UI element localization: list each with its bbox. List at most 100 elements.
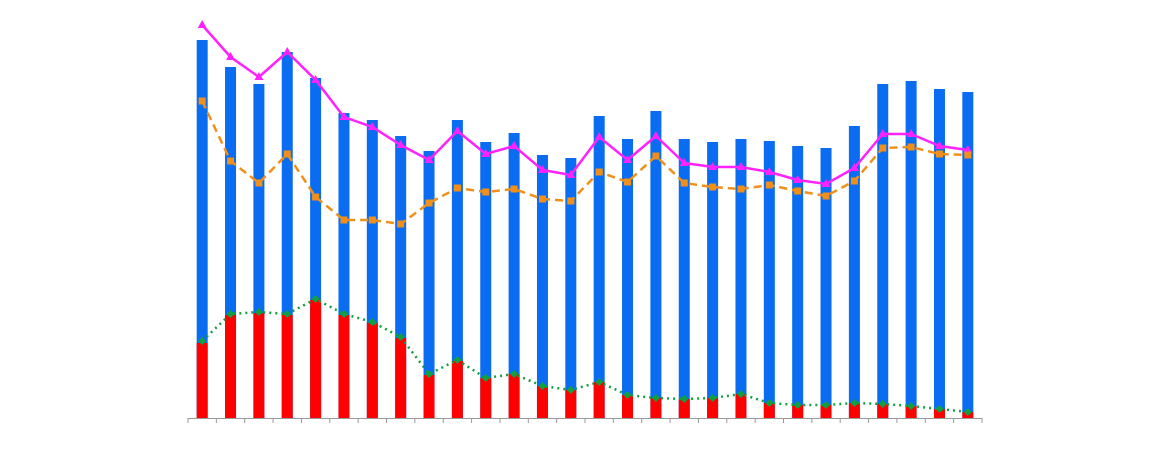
- bar: [338, 113, 350, 418]
- bar: [650, 398, 662, 418]
- marker: [367, 122, 377, 130]
- bar: [310, 78, 322, 418]
- marker: [764, 167, 774, 175]
- bar: [480, 142, 492, 418]
- marker: [567, 197, 575, 205]
- marker: [340, 216, 348, 224]
- marker: [879, 144, 887, 152]
- marker: [255, 179, 263, 187]
- bar: [905, 81, 917, 418]
- marker: [736, 162, 746, 170]
- marker: [849, 163, 859, 171]
- marker: [822, 192, 830, 200]
- bar: [622, 395, 634, 418]
- bar: [423, 375, 435, 418]
- marker: [282, 47, 292, 55]
- marker: [198, 337, 207, 345]
- bar: [707, 398, 719, 418]
- marker: [595, 168, 603, 176]
- marker: [850, 177, 858, 185]
- bar: [735, 139, 747, 418]
- bar: [763, 141, 775, 418]
- marker: [963, 145, 973, 153]
- marker: [453, 184, 461, 192]
- marker: [482, 188, 490, 196]
- bar: [877, 404, 889, 418]
- marker: [509, 141, 519, 149]
- bar: [820, 405, 832, 418]
- marker: [963, 408, 972, 416]
- marker: [793, 401, 802, 409]
- marker: [226, 52, 236, 60]
- bar: [253, 84, 265, 418]
- marker: [283, 310, 292, 318]
- marker: [794, 187, 802, 195]
- marker: [453, 356, 462, 364]
- marker: [737, 185, 745, 193]
- marker: [680, 179, 688, 187]
- marker: [850, 399, 859, 407]
- marker: [651, 394, 660, 402]
- marker: [679, 158, 689, 166]
- bar: [536, 155, 548, 418]
- bar: [848, 403, 860, 418]
- bar: [962, 92, 974, 418]
- bar: [707, 142, 719, 418]
- marker: [481, 374, 490, 382]
- marker: [708, 394, 717, 402]
- marker: [538, 195, 546, 203]
- bar: [622, 139, 634, 418]
- marker: [566, 170, 576, 178]
- marker: [623, 155, 633, 163]
- bar: [820, 148, 832, 418]
- bar: [423, 151, 435, 418]
- marker: [964, 151, 972, 159]
- marker: [312, 193, 320, 201]
- marker: [736, 390, 745, 398]
- bar: [366, 120, 378, 418]
- marker: [425, 199, 433, 207]
- bar: [905, 406, 917, 418]
- marker: [624, 178, 632, 186]
- marker: [397, 220, 405, 228]
- marker: [283, 150, 291, 158]
- marker: [396, 140, 406, 148]
- marker: [226, 310, 235, 318]
- marker: [595, 378, 604, 386]
- bar: [933, 409, 945, 418]
- marker: [878, 400, 887, 408]
- bar: [565, 390, 577, 418]
- marker: [368, 216, 376, 224]
- bar: [451, 361, 463, 418]
- marker: [935, 405, 944, 413]
- bar: [593, 116, 605, 418]
- marker: [339, 310, 348, 318]
- marker: [254, 72, 264, 80]
- marker: [227, 157, 235, 165]
- bar: [310, 300, 322, 418]
- bar: [395, 338, 407, 418]
- marker: [198, 97, 206, 105]
- marker: [566, 386, 575, 394]
- marker: [254, 308, 263, 316]
- bar: [196, 343, 208, 418]
- bar: [536, 386, 548, 418]
- marker: [652, 152, 660, 160]
- marker: [594, 132, 604, 140]
- marker: [878, 129, 888, 137]
- marker: [424, 155, 434, 163]
- bar: [763, 403, 775, 418]
- bar: [848, 126, 860, 418]
- marker: [935, 150, 943, 158]
- marker: [510, 185, 518, 193]
- bar: [792, 146, 804, 418]
- marker: [907, 402, 916, 410]
- bar: [877, 84, 889, 418]
- marker: [821, 179, 831, 187]
- marker: [822, 401, 831, 409]
- line: [201, 24, 968, 186]
- marker: [906, 129, 916, 137]
- bar: [395, 136, 407, 418]
- bar: [933, 89, 945, 418]
